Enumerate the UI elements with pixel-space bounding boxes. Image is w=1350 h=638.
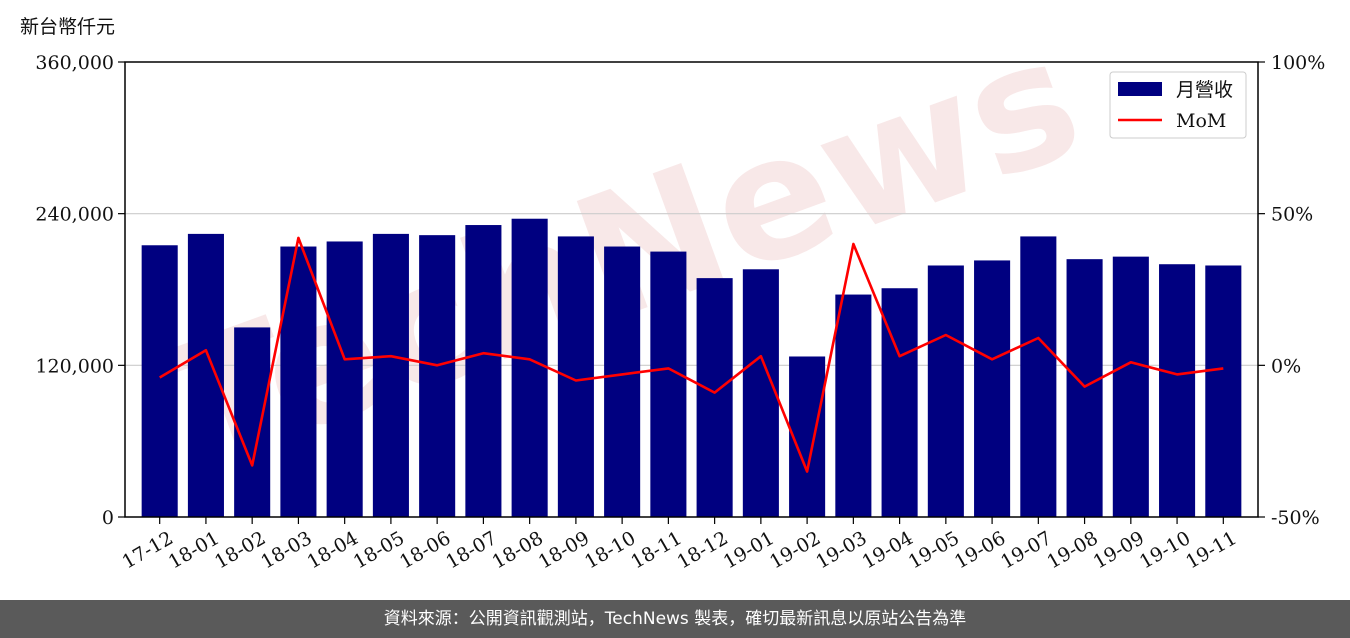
x-tick-label: 17-12: [119, 527, 177, 573]
x-tick-label: 19-09: [1090, 527, 1148, 573]
x-tick-label: 19-01: [720, 527, 778, 573]
bar-19-01: [742, 269, 779, 517]
bar-18-04: [326, 241, 363, 517]
bar-18-06: [419, 235, 456, 517]
bar-18-05: [372, 233, 409, 517]
legend-label-bar: 月營收: [1176, 79, 1233, 101]
x-tick-label: 19-08: [1043, 527, 1101, 573]
bar-19-05: [927, 265, 964, 517]
plot-border: [124, 61, 1259, 518]
bar-18-01: [187, 233, 224, 517]
mom-line-series: [159, 236, 1224, 473]
bar-18-11: [650, 251, 687, 518]
y-axis-left: 0 120,000 240,000 360,000: [35, 52, 125, 529]
x-tick-label: 18-07: [442, 527, 500, 573]
x-tick-label: 18-09: [535, 527, 593, 573]
x-tick-label: 19-04: [858, 527, 916, 573]
x-tick-label: 19-07: [997, 527, 1055, 573]
bar-19-06: [974, 260, 1011, 517]
bar-19-08: [1066, 259, 1103, 517]
x-tick-label: 19-05: [905, 527, 963, 573]
plot-frame: [124, 61, 1259, 518]
y-tick-label: 120,000: [35, 355, 114, 377]
x-tick-label: 18-06: [396, 527, 454, 573]
source-footer: 資料來源：公開資訊觀測站，TechNews 製表，確切最新訊息以原站公告為準: [0, 600, 1350, 638]
bar-18-08: [511, 218, 548, 517]
x-tick-label: 18-04: [304, 527, 362, 573]
x-tick-label: 19-10: [1136, 527, 1194, 573]
mom-line: [159, 236, 1224, 473]
x-tick-label: 18-02: [211, 527, 269, 573]
bar-18-12: [696, 278, 733, 517]
legend-swatch-bar: [1118, 82, 1162, 96]
x-tick-label: 18-05: [350, 527, 408, 573]
bar-19-02: [789, 356, 826, 517]
y-axis-unit-label: 新台幣仟元: [20, 16, 116, 38]
x-tick-label: 19-03: [812, 527, 870, 573]
x-axis: 17-1218-0118-0218-0318-0418-0518-0618-07…: [119, 517, 1241, 573]
bar-18-09: [557, 236, 594, 517]
x-tick-label: 18-03: [257, 527, 315, 573]
bar-17-12: [141, 245, 178, 517]
y-axis-right: -50% 0% 50% 100%: [1258, 52, 1325, 529]
bar-19-09: [1112, 256, 1149, 517]
bar-series: [141, 218, 1242, 518]
bar-19-10: [1159, 264, 1196, 517]
x-tick-label: 19-11: [1182, 527, 1240, 573]
x-tick-label: 18-10: [581, 527, 639, 573]
x-tick-label: 18-01: [165, 527, 223, 573]
bar-19-03: [835, 294, 872, 517]
x-tick-label: 19-02: [766, 527, 824, 573]
x-tick-label: 18-12: [673, 527, 731, 573]
y2-tick-label: 100%: [1271, 52, 1325, 74]
bar-18-03: [280, 246, 317, 517]
legend-label-line: MoM: [1176, 110, 1226, 132]
bar-19-11: [1205, 265, 1242, 517]
x-tick-label: 18-11: [627, 527, 685, 573]
x-tick-label: 18-08: [488, 527, 546, 573]
y-tick-label: 240,000: [35, 204, 114, 226]
x-tick-label: 19-06: [951, 527, 1009, 573]
bar-18-02: [234, 327, 271, 517]
bar-19-07: [1020, 236, 1057, 517]
y2-tick-label: 50%: [1271, 204, 1313, 226]
y-tick-label: 360,000: [35, 52, 114, 74]
bar-18-10: [604, 246, 641, 517]
y-tick-label: 0: [102, 507, 114, 529]
y2-tick-label: -50%: [1271, 507, 1320, 529]
legend: 月營收 MoM: [1109, 71, 1247, 139]
y2-tick-label: 0%: [1271, 355, 1301, 377]
bar-18-07: [465, 225, 502, 517]
